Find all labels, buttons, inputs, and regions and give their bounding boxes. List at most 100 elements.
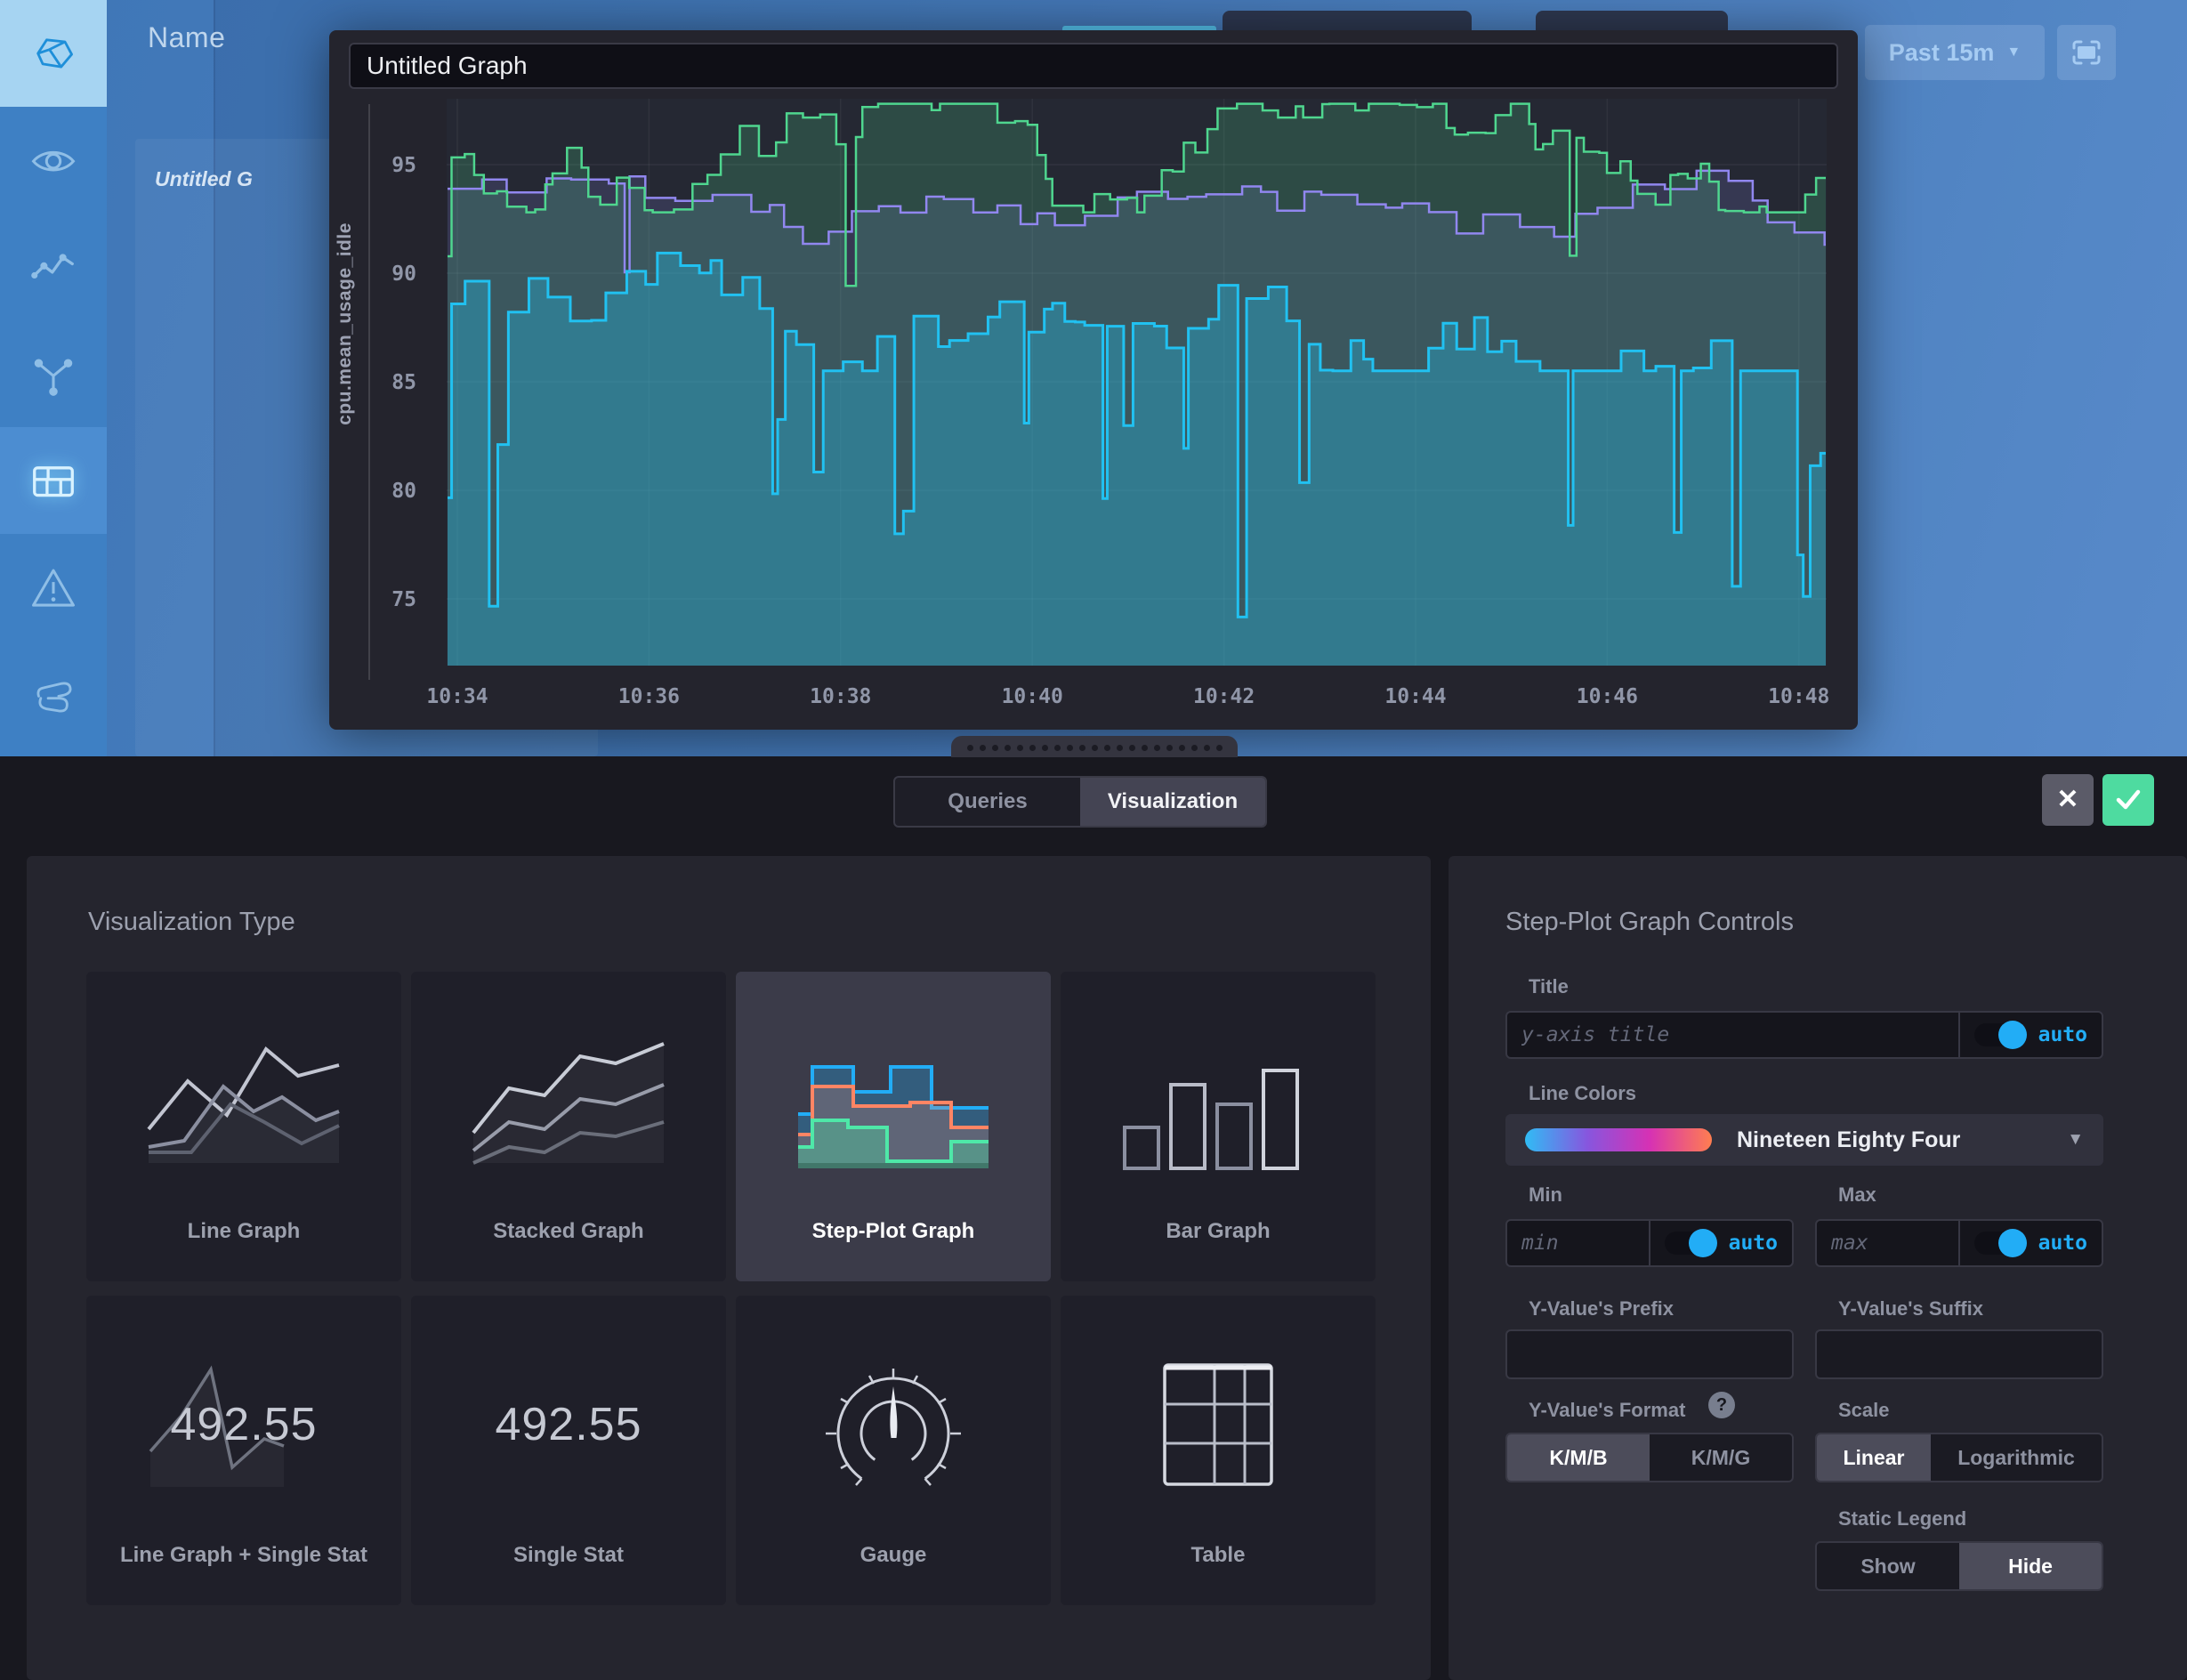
step-plot-graph-icon <box>798 1065 989 1168</box>
max-input[interactable] <box>1817 1221 1958 1265</box>
svg-text:90: 90 <box>391 262 416 286</box>
svg-text:cpu.mean_usage_idle: cpu.mean_usage_idle <box>335 222 355 425</box>
line-colors-dropdown[interactable]: Nineteen Eighty Four ▼ <box>1505 1114 2103 1166</box>
y-format-radio: K/M/B K/M/G <box>1505 1433 1794 1482</box>
max-auto-toggle[interactable]: auto <box>1957 1221 2102 1265</box>
sidebar-item-dashboards[interactable] <box>0 427 107 534</box>
toggle-track <box>1664 1229 1717 1257</box>
legend-option-show[interactable]: Show <box>1860 1554 1916 1578</box>
fullscreen-icon <box>2072 40 2101 65</box>
time-range-dropdown[interactable]: Past 15m ▼ <box>1865 25 2045 80</box>
bar-graph-icon <box>1123 1069 1299 1170</box>
sidebar-item-alerts[interactable] <box>0 534 107 641</box>
chevron-down-icon: ▼ <box>2067 1130 2084 1149</box>
sidebar-item-data-explorer[interactable] <box>0 214 107 320</box>
svg-text:10:46: 10:46 <box>1577 685 1638 708</box>
confirm-button[interactable] <box>2102 774 2154 826</box>
svg-text:95: 95 <box>391 154 416 177</box>
format-option-kmb[interactable]: K/M/B <box>1507 1434 1650 1481</box>
min-auto-toggle[interactable]: auto <box>1648 1221 1792 1265</box>
y-suffix-input[interactable] <box>1815 1329 2103 1379</box>
y-axis-title-field: auto <box>1505 1011 2103 1059</box>
scale-option-linear[interactable]: Linear <box>1817 1434 1931 1481</box>
background-toolbar-stub <box>1223 11 1472 32</box>
viz-card-step-plot-graph[interactable]: Step-Plot Graph <box>736 972 1051 1281</box>
svg-text:10:48: 10:48 <box>1768 685 1829 708</box>
sidebar <box>0 0 107 756</box>
scale-radio: Linear Logarithmic <box>1815 1433 2103 1482</box>
toggle-knob <box>1688 1229 1717 1257</box>
y-prefix-input[interactable] <box>1505 1329 1794 1379</box>
cell-editor-modal: 95 90 85 80 75 10:34 10:36 10:38 10:40 10:42 10:44… <box>329 30 1858 730</box>
sidebar-item-logo[interactable] <box>0 0 107 107</box>
max-field: auto <box>1815 1219 2103 1267</box>
viz-card-gauge[interactable]: Gauge <box>736 1296 1051 1605</box>
line-colors-label: Line Colors <box>1529 1082 1637 1104</box>
cancel-button[interactable]: ✕ <box>2042 774 2094 826</box>
node-branch-icon <box>34 359 73 396</box>
min-input[interactable] <box>1507 1221 1649 1265</box>
sidebar-item-status[interactable] <box>0 107 107 214</box>
background-active-tab-edge <box>1062 26 1216 31</box>
dashboard-grid-icon <box>33 466 74 497</box>
editor-bottom-panel: Queries Visualization ✕ Visualization Ty… <box>0 756 2187 1680</box>
dashboard-cell-title: Untitled G <box>155 167 253 190</box>
viz-card-single-stat[interactable]: 492.55 Single Stat <box>411 1296 726 1605</box>
viz-card-stacked-graph[interactable]: Stacked Graph <box>411 972 726 1281</box>
static-legend-label: Static Legend <box>1838 1507 1967 1530</box>
viz-card-table[interactable]: Table <box>1061 1296 1376 1605</box>
title-label: Title <box>1529 975 1569 998</box>
check-icon <box>2116 789 2141 810</box>
viz-card-bar-graph[interactable]: Bar Graph <box>1061 972 1376 1281</box>
step-plot-chart[interactable]: 95 90 85 80 75 10:34 10:36 10:38 10:40 10:42 10:44… <box>329 30 1858 730</box>
sidebar-item-admin[interactable] <box>0 641 107 747</box>
toggle-track <box>1973 1021 2027 1049</box>
max-label: Max <box>1838 1183 1876 1206</box>
gauge-icon <box>826 1369 961 1486</box>
palette-name: Nineteen Eighty Four <box>1737 1127 1961 1152</box>
eye-icon <box>31 150 76 172</box>
auto-label: auto <box>2038 1023 2087 1046</box>
viz-card-label: Bar Graph <box>1166 1219 1271 1243</box>
y-format-label: Y-Value's Format <box>1529 1399 1686 1421</box>
fullscreen-button[interactable] <box>2057 25 2116 80</box>
toggle-knob <box>1997 1021 2027 1049</box>
svg-text:85: 85 <box>391 371 416 394</box>
editor-tabs: Queries Visualization <box>893 776 1267 828</box>
tab-visualization[interactable]: Visualization <box>1080 778 1265 826</box>
scale-label: Scale <box>1838 1399 1890 1421</box>
chevron-down-icon: ▼ <box>2006 44 2022 60</box>
viz-card-label: Line Graph <box>187 1219 301 1243</box>
static-legend-radio: Show Hide <box>1815 1541 2103 1591</box>
viz-card-label: Line Graph + Single Stat <box>119 1543 368 1567</box>
line-graph-icon <box>147 1046 340 1163</box>
cell-name-input[interactable] <box>349 43 1838 89</box>
viz-card-line-graph-single-stat[interactable]: 492.55 Line Graph + Single Stat <box>86 1296 401 1605</box>
table-icon <box>1163 1363 1273 1486</box>
svg-text:80: 80 <box>391 480 416 503</box>
y-axis-title-input[interactable] <box>1507 1013 1958 1057</box>
alert-triangle-icon <box>32 569 75 607</box>
y-suffix-label: Y-Value's Suffix <box>1838 1297 1983 1320</box>
viz-card-label: Stacked Graph <box>493 1219 644 1243</box>
legend-option-hide[interactable]: Hide <box>1959 1543 2102 1589</box>
graph-controls-heading: Step-Plot Graph Controls <box>1505 908 1794 936</box>
viz-card-line-graph[interactable]: Line Graph <box>86 972 401 1281</box>
format-option-kmg[interactable]: K/M/G <box>1691 1445 1751 1469</box>
help-icon[interactable]: ? <box>1708 1392 1735 1418</box>
auto-label: auto <box>2038 1232 2087 1255</box>
y-prefix-label: Y-Value's Prefix <box>1529 1297 1674 1320</box>
tab-queries[interactable]: Queries <box>948 789 1028 813</box>
resize-handle[interactable] <box>951 736 1238 757</box>
svg-text:10:40: 10:40 <box>1002 685 1063 708</box>
line-graph-single-stat-icon <box>149 1365 285 1487</box>
viz-card-label: Gauge <box>859 1543 927 1567</box>
sidebar-item-hosts[interactable] <box>0 320 107 427</box>
scale-option-logarithmic[interactable]: Logarithmic <box>1957 1445 2075 1469</box>
toggle-track <box>1973 1229 2027 1257</box>
dashboard-name-label: Name <box>148 21 226 53</box>
stacked-graph-icon <box>472 1042 665 1165</box>
chronograf-logo-icon <box>36 38 73 69</box>
title-auto-toggle[interactable]: auto <box>1957 1013 2102 1057</box>
